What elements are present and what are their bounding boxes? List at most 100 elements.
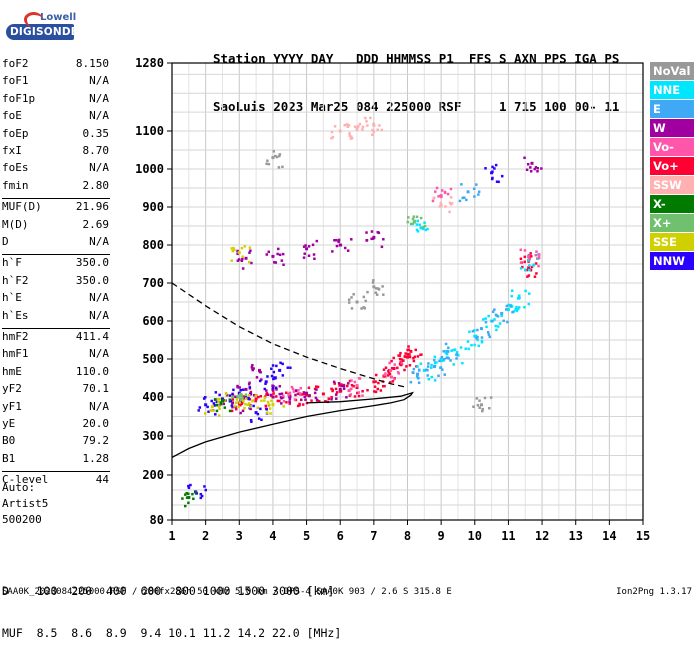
echo-point: [247, 382, 251, 386]
echo-point: [290, 385, 294, 389]
echo-point: [427, 377, 431, 381]
echo-point: [361, 128, 364, 131]
echo-point: [384, 366, 388, 370]
echo-point: [349, 135, 353, 138]
echo-point: [350, 296, 353, 299]
echo-point: [295, 389, 298, 393]
echo-point: [304, 398, 307, 401]
parameter-value: 70.1: [82, 382, 110, 396]
parameter-label: foEs: [2, 161, 29, 175]
echo-point: [409, 349, 413, 353]
echo-point: [348, 389, 351, 393]
x-tick-label: 12: [535, 529, 549, 543]
echo-point: [476, 403, 480, 407]
x-tick-label: 14: [602, 529, 616, 543]
echo-point: [256, 406, 260, 410]
echo-point: [340, 384, 344, 388]
echo-point: [191, 492, 194, 496]
echo-point: [433, 358, 436, 362]
parameter-label: h`F: [2, 256, 22, 270]
echo-point: [353, 125, 357, 129]
echo-point: [231, 393, 235, 397]
echo-point: [268, 407, 272, 410]
echo-point: [275, 364, 278, 368]
echo-point: [494, 313, 498, 317]
echo-point: [458, 199, 462, 203]
y-tick-label: 200: [142, 468, 164, 482]
echo-point: [439, 194, 443, 198]
echo-point: [480, 327, 484, 331]
echo-point: [313, 387, 317, 391]
echo-point: [331, 388, 334, 392]
echo-point: [285, 401, 288, 404]
echo-point: [380, 128, 384, 132]
echo-point: [497, 180, 500, 184]
echo-point: [215, 403, 219, 407]
echo-point: [247, 402, 251, 405]
echo-point: [236, 384, 239, 388]
echo-point: [449, 359, 452, 362]
echo-point: [353, 395, 357, 398]
echo-point: [527, 266, 531, 270]
echo-point: [238, 386, 241, 389]
echo-point: [525, 268, 529, 272]
echo-point: [476, 328, 479, 332]
echo-point: [363, 306, 367, 310]
parameter-separator: [2, 198, 110, 200]
echo-point: [475, 183, 478, 186]
echo-point: [280, 396, 283, 400]
software-version: Ion2Png 1.3.17: [616, 587, 692, 597]
echo-point: [302, 391, 306, 394]
echo-point: [390, 359, 393, 363]
echo-point: [447, 346, 450, 350]
echo-point: [355, 300, 359, 304]
echo-point: [217, 400, 220, 404]
echo-point: [348, 132, 351, 135]
echo-point: [339, 389, 343, 393]
echo-point: [343, 123, 347, 127]
echo-point: [281, 362, 284, 366]
echo-point: [408, 353, 411, 356]
echo-point: [374, 373, 378, 377]
echo-point: [278, 384, 282, 388]
legend-item-sse: SSE: [650, 233, 694, 251]
echo-point: [249, 249, 252, 252]
echo-point: [374, 287, 378, 290]
y-tick-label: 600: [142, 314, 164, 328]
echo-point: [530, 265, 534, 269]
parameter-value: N/A: [89, 291, 109, 305]
echo-point: [282, 394, 285, 398]
parameter-label: C-level: [2, 473, 49, 487]
echo-point: [493, 167, 496, 170]
echo-point: [249, 419, 253, 422]
echo-point: [204, 396, 207, 399]
echo-point: [288, 395, 292, 399]
echo-point: [266, 159, 269, 162]
echo-point: [372, 235, 376, 239]
echo-point: [212, 402, 216, 405]
echo-point: [408, 364, 412, 367]
echo-point: [267, 162, 271, 166]
parameter-row: D N/A: [2, 235, 109, 253]
echo-point: [440, 355, 444, 359]
echo-point: [426, 365, 430, 368]
echo-point: [511, 311, 514, 314]
echo-point: [272, 370, 276, 374]
echo-point: [452, 363, 456, 366]
echo-point: [331, 250, 334, 253]
echo-point: [536, 167, 539, 170]
parameter-label: B0: [2, 434, 16, 448]
echo-point: [449, 187, 453, 191]
echo-point: [255, 376, 259, 379]
echo-point: [342, 384, 346, 388]
echo-point: [370, 237, 373, 241]
echo-point: [358, 122, 362, 126]
echo-point: [222, 402, 226, 406]
echo-point: [334, 387, 338, 391]
echo-point: [278, 154, 281, 158]
echo-point: [297, 389, 300, 392]
echo-point: [417, 368, 421, 372]
echo-point: [236, 252, 239, 256]
echo-point: [270, 399, 273, 403]
y-tick-label: 80: [150, 513, 164, 527]
